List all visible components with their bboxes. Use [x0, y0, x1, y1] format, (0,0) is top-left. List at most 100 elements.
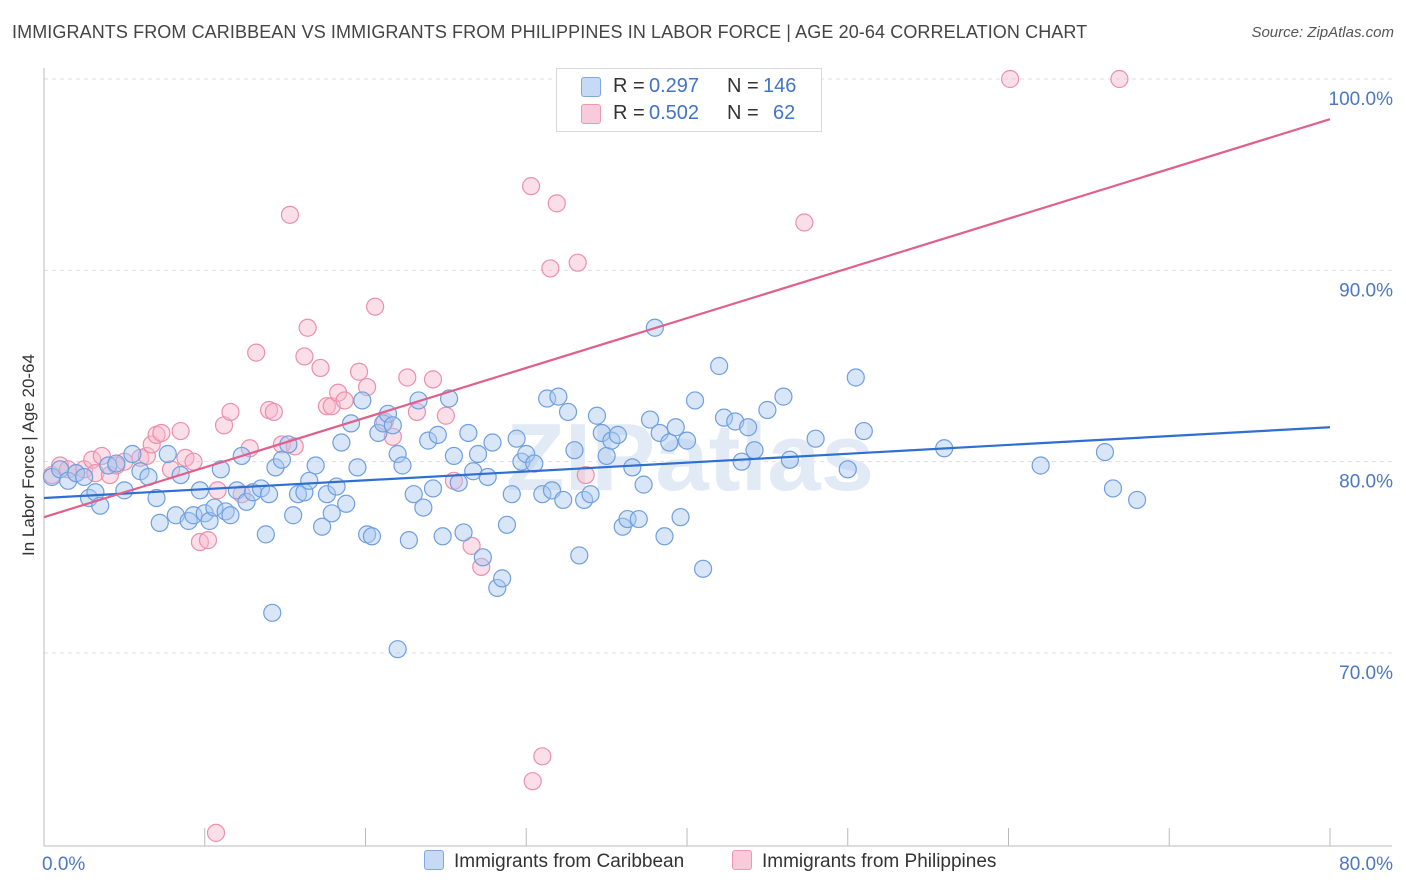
- bottom-legend-swatch-caribbean: [424, 850, 444, 870]
- data-point: [322, 504, 341, 523]
- chart-title: IMMIGRANTS FROM CARIBBEAN VS IMMIGRANTS …: [12, 22, 1088, 42]
- data-point: [523, 772, 542, 791]
- data-point: [152, 423, 171, 443]
- bottom-legend-label-caribbean: Immigrants from Caribbean: [454, 851, 685, 872]
- data-point: [758, 400, 777, 420]
- data-point: [710, 356, 729, 376]
- data-point: [655, 527, 674, 546]
- data-point: [184, 452, 203, 471]
- data-point: [554, 490, 573, 510]
- data-point: [650, 423, 669, 443]
- data-point: [538, 389, 557, 408]
- trend-line-philippines: [43, 118, 1331, 519]
- y-tick-label: 100.0%: [1329, 89, 1394, 110]
- data-point: [205, 498, 224, 517]
- data-point: [685, 391, 705, 410]
- data-point: [502, 485, 521, 504]
- data-point: [423, 479, 443, 498]
- data-point: [198, 531, 218, 550]
- data-point: [806, 429, 825, 448]
- data-point: [147, 488, 166, 508]
- data-point: [348, 458, 367, 477]
- legend-n-label: N =: [727, 75, 759, 97]
- legend-r-value: 0.502: [649, 102, 700, 124]
- data-point: [399, 531, 419, 550]
- source-label: Source: ZipAtlas.com: [1251, 24, 1394, 41]
- data-point: [362, 527, 382, 546]
- legend-swatch-philippines: [581, 104, 601, 124]
- data-point: [317, 397, 337, 416]
- data-point: [1127, 490, 1147, 510]
- legend-r-label: R =: [613, 75, 645, 97]
- data-point: [208, 481, 227, 500]
- data-point: [714, 408, 734, 427]
- data-point: [237, 492, 256, 511]
- data-point: [488, 578, 507, 598]
- data-point: [288, 485, 308, 504]
- data-point: [533, 747, 552, 766]
- data-point: [558, 402, 578, 422]
- data-point: [493, 569, 512, 588]
- bottom-legend-caribbean: Immigrants from Caribbean: [424, 850, 684, 873]
- data-point: [280, 205, 300, 224]
- legend-n-value: 146: [763, 75, 797, 97]
- data-point: [462, 536, 481, 555]
- data-point: [158, 444, 177, 464]
- data-point: [107, 454, 126, 473]
- watermark: ZIPatlas: [506, 404, 874, 511]
- data-point: [311, 358, 330, 378]
- trend-lines: [43, 118, 1331, 519]
- data-point: [349, 362, 369, 381]
- data-point: [854, 421, 873, 441]
- data-point: [507, 429, 526, 448]
- data-point: [693, 559, 713, 578]
- data-point: [660, 433, 679, 452]
- data-point: [404, 485, 423, 504]
- data-point: [263, 603, 282, 622]
- data-point: [1110, 69, 1129, 89]
- data-point: [211, 460, 230, 479]
- data-point: [200, 511, 219, 531]
- data-point: [608, 425, 627, 444]
- x-tick-label: 0.0%: [42, 854, 85, 875]
- data-point: [295, 347, 314, 366]
- data-point: [335, 391, 354, 410]
- data-point: [306, 456, 325, 475]
- data-point: [75, 467, 94, 487]
- trend-line-caribbean: [43, 426, 1331, 500]
- data-point: [478, 467, 497, 487]
- data-point: [497, 515, 517, 534]
- data-point: [581, 485, 600, 504]
- data-point: [414, 498, 433, 517]
- data-point: [341, 414, 361, 433]
- data-point: [284, 506, 303, 525]
- data-point: [221, 402, 240, 422]
- data-point: [423, 370, 443, 389]
- data-point: [272, 450, 292, 469]
- data-point: [407, 402, 427, 422]
- data-point: [439, 389, 459, 408]
- data-point: [353, 391, 372, 410]
- data-point: [634, 475, 653, 494]
- data-point: [285, 437, 304, 456]
- data-point: [221, 506, 240, 525]
- data-point: [317, 485, 337, 504]
- data-point: [428, 425, 447, 444]
- data-point: [179, 511, 198, 531]
- data-point: [171, 421, 190, 441]
- data-point: [383, 416, 402, 435]
- legend-r-label: R =: [613, 102, 645, 124]
- data-point: [838, 460, 857, 479]
- data-point: [732, 452, 751, 471]
- data-point: [671, 508, 690, 527]
- data-point: [547, 194, 566, 213]
- bottom-legend-swatch-philippines: [732, 850, 752, 870]
- data-point: [623, 458, 642, 477]
- data-point: [774, 387, 793, 406]
- data-point: [846, 368, 865, 387]
- data-point: [436, 406, 455, 425]
- data-point: [206, 823, 226, 842]
- data-point: [640, 410, 660, 429]
- data-point: [123, 444, 142, 464]
